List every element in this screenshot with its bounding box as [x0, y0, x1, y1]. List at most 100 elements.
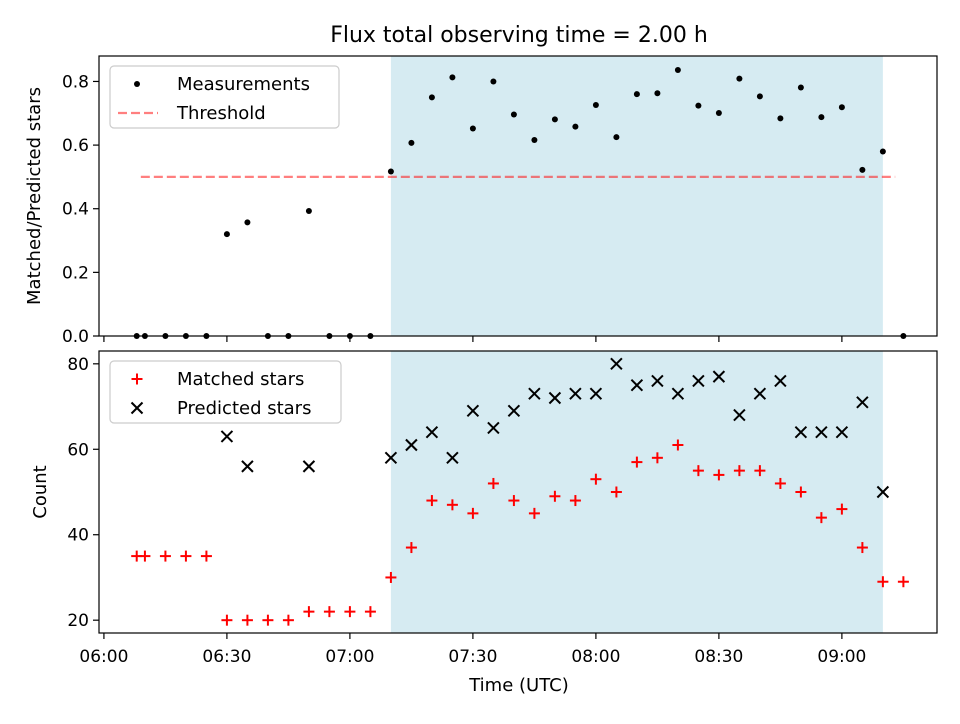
data-point — [569, 387, 582, 400]
data-point — [384, 451, 398, 465]
data-point — [572, 123, 579, 130]
data-point — [777, 115, 784, 122]
data-point — [180, 550, 192, 562]
x-tick-label: 08:30 — [694, 647, 743, 667]
data-point — [508, 495, 520, 507]
y-tick-label: 0.8 — [62, 72, 89, 92]
data-point — [589, 387, 603, 400]
data-point — [528, 507, 540, 519]
data-point — [405, 542, 417, 554]
data-point — [323, 606, 335, 618]
data-point — [385, 571, 397, 583]
data-point — [428, 94, 435, 101]
data-point — [712, 370, 726, 383]
data-point-b — [856, 396, 869, 409]
data-point — [282, 614, 294, 626]
legend-box — [109, 65, 340, 129]
data-point — [633, 91, 640, 98]
data-point — [425, 425, 439, 439]
axes-frame — [98, 350, 938, 634]
series-predicted-stars — [220, 357, 890, 499]
data-point — [774, 374, 787, 388]
data-point — [835, 425, 849, 439]
data-point — [859, 166, 866, 173]
data-point — [692, 374, 705, 388]
data-point-b — [712, 370, 726, 383]
x-tick-label: 07:30 — [448, 647, 497, 667]
data-point — [446, 499, 458, 511]
data-point-b — [876, 485, 890, 499]
legend-icon-measurements — [134, 81, 140, 87]
legend-label: Predicted stars — [177, 398, 311, 419]
data-point-b — [241, 460, 254, 473]
data-point — [815, 512, 827, 524]
data-point-b — [405, 438, 418, 452]
data-point-b — [753, 387, 767, 400]
data-point — [549, 490, 561, 502]
data-point-b — [528, 387, 541, 400]
data-point — [507, 404, 521, 418]
legend-icon-predicted-b — [130, 401, 144, 415]
data-point — [302, 460, 316, 473]
data-point — [838, 104, 845, 111]
data-point — [510, 111, 517, 118]
y-tick-label: 0.6 — [62, 136, 89, 156]
data-point — [754, 465, 766, 477]
data-point — [672, 439, 684, 451]
data-point — [877, 576, 889, 588]
data-point — [467, 507, 479, 519]
data-point — [651, 452, 663, 464]
data-point — [449, 74, 456, 81]
data-point — [241, 614, 253, 626]
data-point — [856, 542, 868, 554]
data-point-b — [630, 378, 644, 392]
chart-title: Flux total observing time = 2.00 h — [330, 23, 708, 48]
data-point — [548, 391, 562, 405]
data-point — [733, 408, 746, 422]
legend: Measurements Threshold — [109, 65, 340, 129]
y-tick-label: 0.0 — [62, 327, 89, 347]
data-point — [695, 102, 702, 109]
data-point-b — [610, 357, 623, 371]
data-point — [466, 404, 480, 418]
observing-window-shade — [390, 351, 883, 633]
data-point-b — [692, 374, 705, 388]
data-point — [487, 477, 499, 489]
data-point-b — [733, 408, 746, 422]
data-point — [692, 465, 704, 477]
y-axis-label: Count — [30, 465, 51, 518]
legend-icon-matched — [131, 373, 143, 385]
data-point — [613, 134, 620, 141]
data-point — [159, 550, 171, 562]
x-axis-label: Time (UTC) — [468, 675, 569, 696]
data-point — [446, 451, 459, 465]
x-tick-label: 06:00 — [79, 647, 128, 667]
data-point — [426, 495, 438, 507]
data-point — [756, 93, 763, 100]
y-tick-label: 0.2 — [62, 263, 89, 283]
axes-frame — [98, 55, 938, 337]
y-tick-label: 40 — [67, 526, 89, 546]
observing-window-shade — [390, 56, 883, 336]
data-point — [897, 576, 909, 588]
data-point — [262, 614, 274, 626]
data-point — [364, 606, 376, 618]
data-point-b — [507, 404, 521, 418]
y-tick-label: 20 — [67, 611, 89, 631]
data-point — [876, 485, 890, 499]
data-point — [736, 75, 743, 82]
data-point-b — [384, 451, 398, 465]
data-point — [528, 387, 541, 400]
data-point-b — [466, 404, 480, 418]
data-point-b — [815, 425, 828, 439]
x-tick-label: 06:30 — [202, 647, 251, 667]
x-tick-label: 07:00 — [325, 647, 374, 667]
data-point — [774, 477, 786, 489]
data-point — [713, 469, 725, 481]
legend-label: Measurements — [177, 74, 310, 95]
data-point — [651, 374, 664, 388]
data-point — [569, 495, 581, 507]
data-point — [405, 438, 418, 452]
